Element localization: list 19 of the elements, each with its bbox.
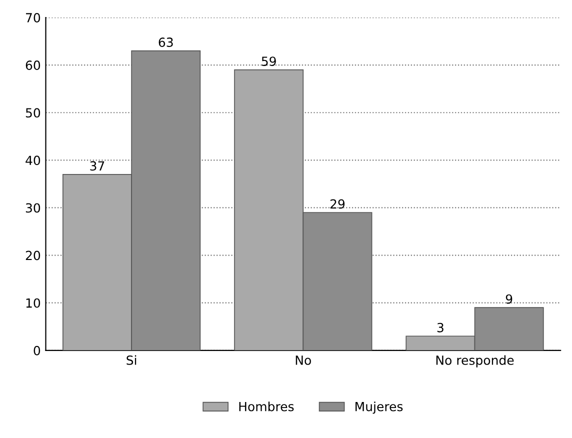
data-label: 59 (262, 56, 276, 66)
data-label: 3 (437, 322, 444, 332)
legend-label: Mujeres (356, 402, 403, 414)
data-label: 63 (158, 38, 173, 47)
y-tick-label: 70 (26, 12, 40, 22)
x-tick-label: No (296, 356, 311, 365)
y-tick-label: 30 (26, 203, 40, 213)
y-tick-label: 10 (26, 298, 40, 308)
x-tick-label: No responde (436, 355, 514, 368)
data-label: 37 (90, 161, 104, 171)
y-tick-label: 0 (34, 346, 40, 356)
data-label: 29 (330, 199, 345, 209)
legend-label: Hombres (239, 402, 294, 412)
y-tick-label: 20 (26, 250, 40, 260)
y-tick-label: 50 (26, 108, 40, 118)
y-tick-label: 60 (26, 60, 40, 70)
y-tick-label: 40 (26, 156, 40, 166)
x-tick-label: Si (126, 355, 136, 365)
data-label: 9 (506, 294, 512, 304)
